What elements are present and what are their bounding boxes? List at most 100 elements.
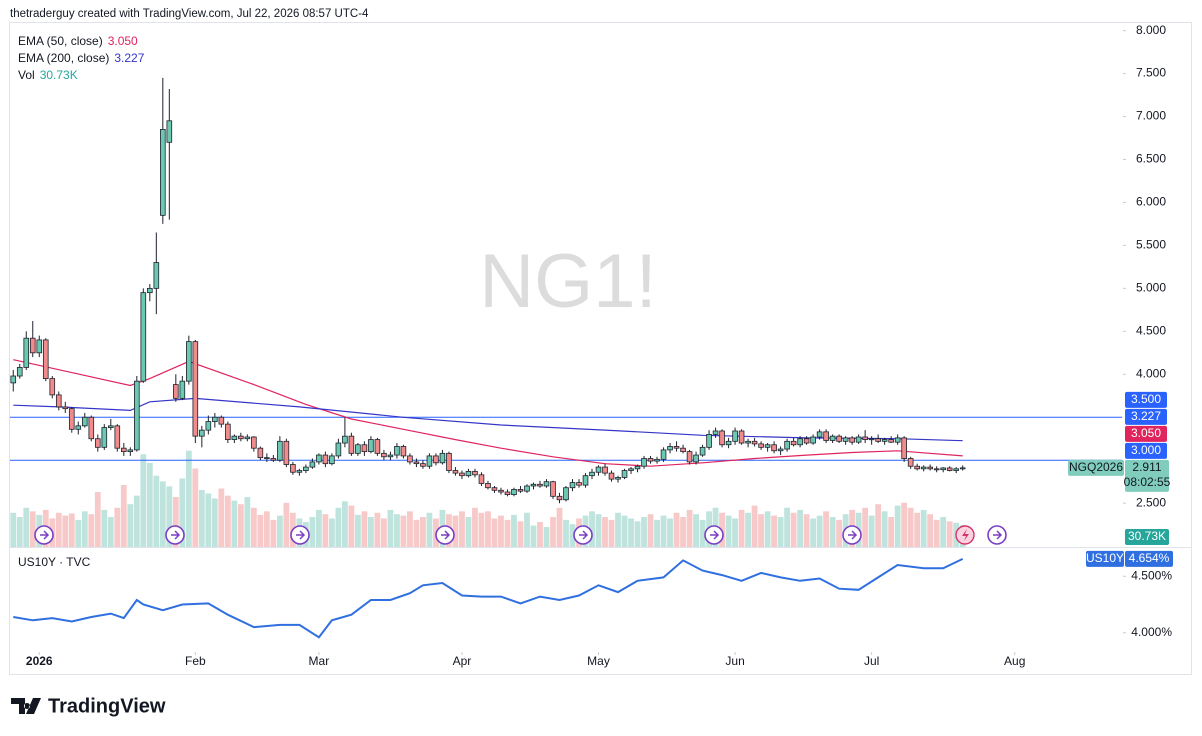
candle-body — [498, 489, 504, 493]
line-series — [13, 359, 963, 467]
volume-bar — [10, 512, 17, 547]
candle-body — [875, 438, 881, 442]
volume-bar — [263, 511, 270, 547]
volume-bar — [387, 509, 394, 547]
candle-body — [88, 416, 95, 440]
volume-bar — [608, 519, 615, 547]
candle-body — [413, 461, 420, 465]
volume-bar — [563, 519, 569, 547]
candle-body — [712, 430, 719, 435]
volume-bar — [394, 514, 400, 547]
candle-body — [472, 470, 478, 476]
volume-bar — [322, 514, 329, 547]
event-icon — [987, 525, 1007, 545]
y2-tick-label: 4.500% — [1131, 568, 1172, 582]
volume-bar — [758, 514, 764, 547]
candle-body — [602, 466, 608, 474]
volume-bar — [946, 521, 953, 547]
symbol2-badge-bg — [1086, 550, 1124, 567]
candle-body — [615, 477, 621, 480]
volume-bar — [107, 517, 114, 547]
candle-body — [524, 485, 530, 492]
candle-body — [673, 446, 680, 449]
volume-badge-bg — [1125, 529, 1169, 545]
legend-name: EMA (200, close) — [18, 51, 109, 65]
candle-body — [277, 440, 283, 461]
candle-body — [62, 406, 69, 410]
candle-body — [920, 466, 927, 470]
axis-badge-bg — [1125, 408, 1167, 425]
y-tick-label: 4.500 — [1136, 324, 1166, 338]
candle-body — [361, 444, 368, 453]
candle-body — [927, 466, 933, 470]
volume-bar — [940, 517, 947, 547]
candle-body — [836, 435, 842, 442]
volume-bar — [894, 505, 901, 547]
volume-bar — [55, 512, 62, 547]
volume-bar — [68, 513, 75, 547]
volume-bar — [309, 517, 316, 547]
volume-bar — [478, 512, 485, 547]
candle-body — [283, 440, 290, 465]
x-tick-label: Jul — [864, 654, 879, 668]
legend-value: 3.050 — [108, 34, 138, 48]
candle-body — [387, 454, 394, 458]
candle-body — [511, 489, 517, 495]
candle-body — [94, 438, 101, 448]
candle-body — [186, 341, 192, 382]
countdown: 08:02:55 — [1124, 475, 1171, 489]
candle-body — [933, 468, 940, 471]
candle-body — [530, 483, 537, 487]
volume-bar — [120, 484, 127, 547]
candle-body — [901, 437, 907, 459]
candle-body — [420, 463, 426, 467]
volume-bar — [114, 507, 121, 547]
event-arrow — [579, 530, 589, 540]
candle-body — [543, 481, 550, 487]
x-tick-label: May — [587, 654, 610, 668]
candle-body — [322, 454, 329, 465]
candle-body — [342, 435, 348, 444]
candle-body — [29, 337, 36, 354]
volume-bar — [198, 489, 205, 547]
volume-bar — [641, 517, 647, 547]
candle-body — [914, 465, 920, 470]
volume-bar — [829, 517, 836, 547]
volume-bar — [153, 475, 160, 547]
volume-bar — [673, 512, 680, 547]
volume-bar — [745, 512, 751, 547]
volume-bar — [257, 514, 264, 547]
candle-body — [160, 129, 166, 216]
volume-bar — [250, 507, 257, 547]
volume-bar — [29, 511, 36, 547]
candle-body — [166, 120, 173, 143]
volume-bar — [166, 486, 173, 547]
line-series — [13, 557, 964, 639]
volume-bar — [875, 504, 882, 547]
volume-bar — [81, 511, 88, 547]
candle-body — [374, 439, 381, 454]
candle-body — [576, 482, 582, 486]
candle-body — [257, 447, 264, 459]
legend-name: US10Y · TVC — [18, 555, 91, 569]
candle-body — [582, 475, 589, 486]
y-tick-label: 6.500 — [1136, 152, 1166, 166]
volume-bar — [660, 515, 667, 547]
axis-badge: 3.227 — [1131, 409, 1161, 423]
candle-body — [368, 439, 374, 453]
logo-text: TradingView — [48, 695, 166, 717]
candle-body — [107, 425, 114, 428]
candle-body — [589, 471, 595, 477]
volume-bar — [205, 493, 212, 547]
event-icon — [704, 525, 724, 545]
candle-body — [556, 495, 563, 501]
volume-bar — [634, 521, 641, 547]
candle-body — [693, 454, 699, 463]
candle-body — [251, 436, 257, 449]
volume-bar — [602, 517, 608, 547]
candle-body — [621, 470, 628, 478]
candle-body — [400, 446, 407, 457]
volume-bar — [667, 518, 673, 547]
event-arrow — [993, 530, 1003, 540]
volume-bar — [211, 498, 218, 547]
